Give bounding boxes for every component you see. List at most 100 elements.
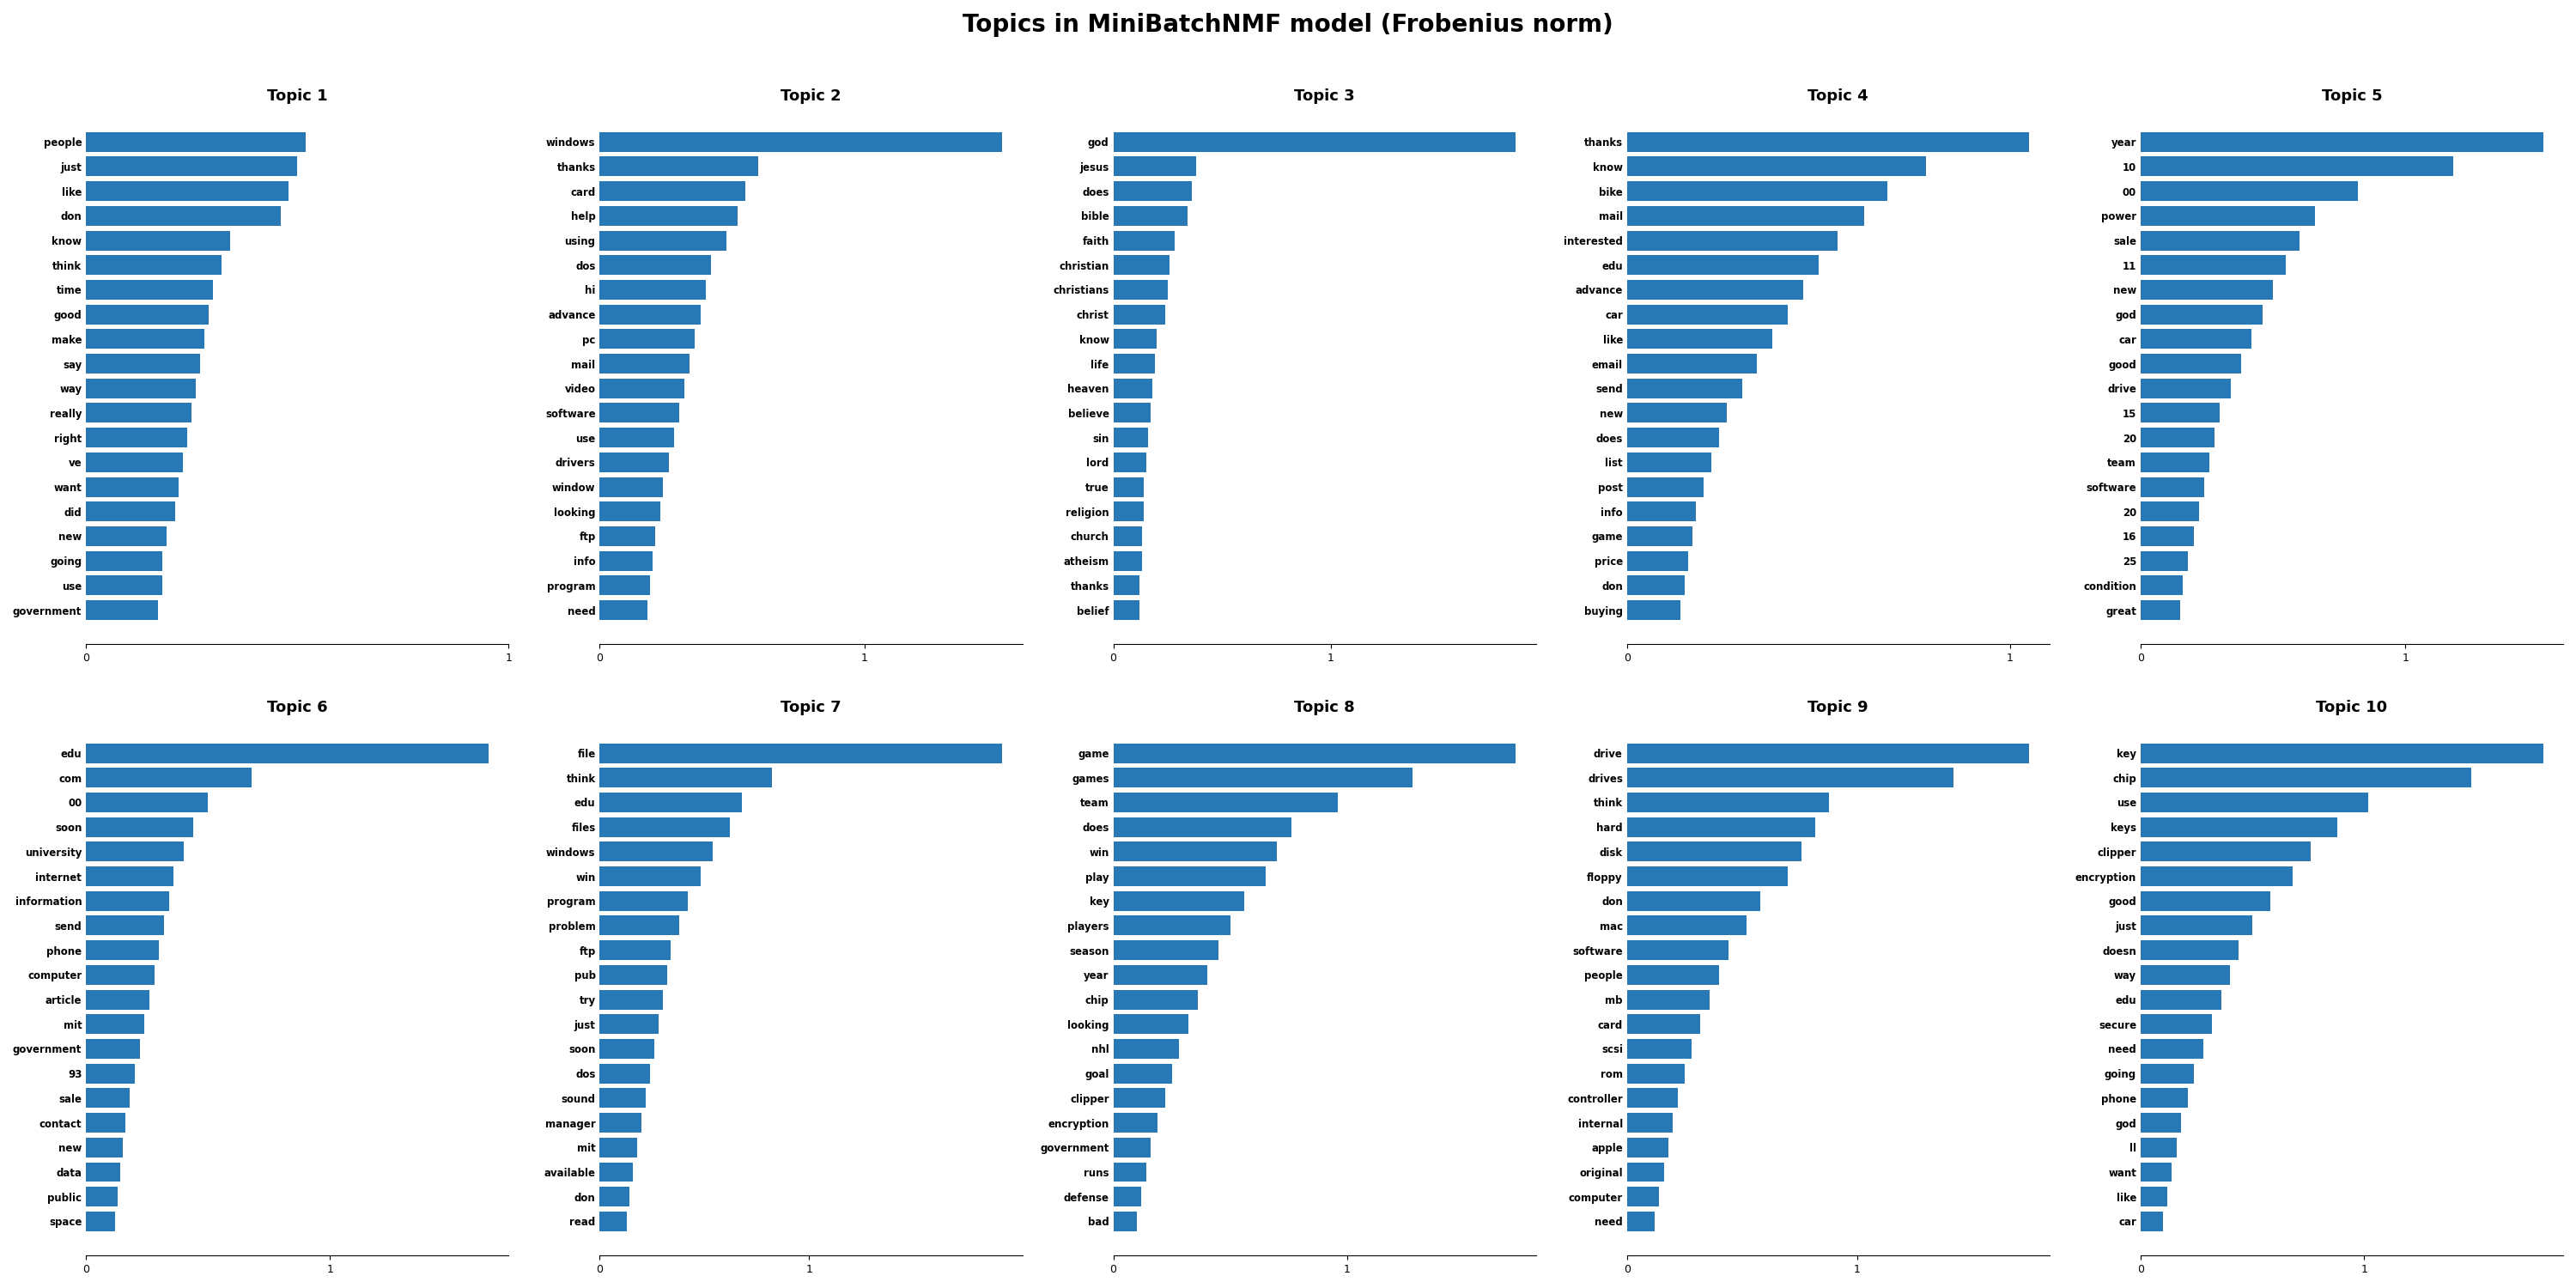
Bar [2141, 792, 2367, 813]
Bar [2141, 403, 2221, 422]
Bar [2141, 279, 2272, 300]
Bar [2141, 231, 2300, 250]
Bar [1113, 403, 1151, 422]
Title: Topic 8: Topic 8 [1293, 699, 1355, 715]
Bar [85, 1039, 139, 1059]
Bar [1628, 1088, 1677, 1108]
Bar [1113, 743, 1515, 762]
Bar [600, 379, 685, 398]
Bar [2141, 502, 2200, 522]
Bar [85, 1113, 126, 1132]
Bar [85, 551, 162, 571]
Bar [85, 182, 289, 201]
Bar [2141, 940, 2239, 960]
Bar [85, 600, 157, 620]
Bar [1628, 842, 1801, 862]
Bar [85, 989, 149, 1010]
Bar [1113, 867, 1265, 886]
Title: Topic 1: Topic 1 [268, 89, 327, 104]
Bar [600, 1162, 634, 1182]
Bar [85, 255, 222, 274]
Bar [85, 1137, 124, 1158]
Bar [600, 1015, 659, 1034]
Bar [2141, 157, 2452, 176]
Bar [85, 231, 229, 250]
Bar [1628, 1212, 1654, 1231]
Bar [85, 527, 167, 546]
Bar [600, 1113, 641, 1132]
Bar [2141, 891, 2269, 911]
Bar [1113, 1088, 1164, 1108]
Bar [1628, 452, 1710, 473]
Bar [600, 477, 662, 497]
Bar [2141, 842, 2311, 862]
Bar [1113, 965, 1208, 985]
Bar [2141, 379, 2231, 398]
Bar [2141, 255, 2285, 274]
Bar [1113, 576, 1139, 595]
Bar [2141, 817, 2336, 837]
Bar [600, 551, 652, 571]
Bar [2141, 1137, 2177, 1158]
Bar [2141, 551, 2187, 571]
Bar [1113, 354, 1154, 374]
Bar [1113, 891, 1244, 911]
Bar [600, 891, 688, 911]
Bar [2141, 1088, 2187, 1108]
Bar [1113, 1113, 1157, 1132]
Bar [600, 428, 675, 447]
Bar [1113, 1186, 1141, 1207]
Bar [1628, 182, 1888, 201]
Bar [1113, 279, 1167, 300]
Title: Topic 6: Topic 6 [268, 699, 327, 715]
Bar [600, 452, 670, 473]
Bar [1628, 792, 1829, 813]
Bar [600, 206, 737, 225]
Bar [1628, 768, 1953, 787]
Bar [85, 304, 209, 325]
Bar [1113, 1137, 1151, 1158]
Bar [600, 989, 662, 1010]
Bar [85, 279, 214, 300]
Bar [2141, 182, 2357, 201]
Bar [600, 792, 742, 813]
Bar [2141, 1064, 2195, 1083]
Bar [600, 403, 680, 422]
Bar [1628, 502, 1695, 522]
Bar [1113, 817, 1291, 837]
Bar [1113, 1064, 1172, 1083]
Bar [2141, 1162, 2172, 1182]
Bar [2141, 304, 2262, 325]
Bar [600, 231, 726, 250]
Bar [2141, 206, 2316, 225]
Bar [600, 576, 649, 595]
Bar [1628, 1162, 1664, 1182]
Bar [2141, 1015, 2213, 1034]
Bar [1113, 1015, 1188, 1034]
Bar [1628, 330, 1772, 349]
Bar [1628, 989, 1710, 1010]
Bar [1113, 989, 1198, 1010]
Bar [600, 1212, 626, 1231]
Title: Topic 9: Topic 9 [1808, 699, 1868, 715]
Bar [85, 576, 162, 595]
Bar [2141, 477, 2205, 497]
Bar [85, 131, 307, 152]
Bar [1628, 600, 1680, 620]
Bar [1113, 502, 1144, 522]
Bar [1628, 157, 1927, 176]
Bar [600, 916, 680, 935]
Bar [1113, 330, 1157, 349]
Bar [1113, 206, 1188, 225]
Bar [2141, 1212, 2164, 1231]
Bar [1628, 428, 1718, 447]
Bar [1113, 157, 1195, 176]
Bar [600, 1088, 647, 1108]
Bar [600, 527, 654, 546]
Bar [1113, 182, 1193, 201]
Bar [1628, 891, 1759, 911]
Bar [1113, 940, 1218, 960]
Bar [1113, 768, 1412, 787]
Bar [2141, 1113, 2182, 1132]
Bar [2141, 989, 2221, 1010]
